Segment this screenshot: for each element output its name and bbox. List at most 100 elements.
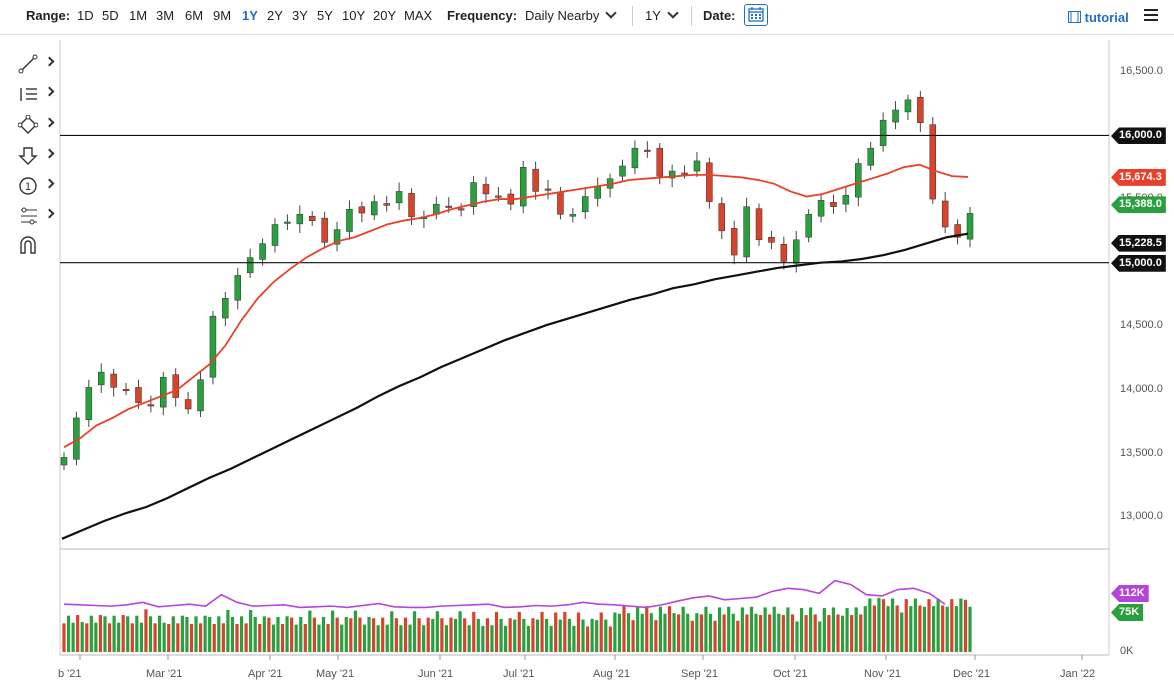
volume-bar (126, 616, 130, 652)
volume-bar (203, 615, 207, 652)
candle (110, 373, 117, 388)
volume-bar (544, 618, 549, 652)
frequency-label: Frequency: (447, 8, 518, 23)
range-6m[interactable]: 6M (185, 8, 204, 23)
time-tick-label: Aug '21 (593, 668, 630, 680)
volume-bar (704, 606, 708, 652)
volume-bar (276, 616, 280, 652)
shapes-tool-button[interactable] (14, 113, 58, 137)
volume-bar (968, 606, 972, 652)
range-1d[interactable]: 1D (77, 8, 94, 23)
volume-bar (822, 608, 826, 652)
candle (569, 214, 577, 217)
volume-bar (554, 612, 558, 652)
time-tick-label: Nov '21 (864, 668, 901, 680)
volume-bar (353, 610, 357, 652)
range-9m[interactable]: 9M (213, 8, 232, 23)
volume-bar (658, 606, 663, 652)
range-5y[interactable]: 5Y (317, 8, 333, 23)
chevron-right-icon (44, 148, 55, 159)
candle (730, 228, 738, 256)
candle (904, 99, 912, 113)
line-tool-icon (18, 54, 38, 74)
candle (308, 215, 316, 221)
volume-bar (777, 613, 781, 652)
candle (544, 188, 552, 191)
volume-bar (508, 618, 512, 652)
range-3m[interactable]: 3M (156, 8, 175, 23)
candle (792, 239, 800, 264)
volume-bar (695, 613, 699, 652)
range-20y[interactable]: 20Y (373, 8, 397, 23)
hamburger-menu-icon[interactable] (1144, 9, 1158, 24)
volume-bar (239, 616, 244, 652)
volume-bar (449, 617, 453, 652)
candle (668, 170, 676, 179)
volume-bar (262, 616, 266, 652)
volume-bar (153, 623, 157, 652)
candle (582, 196, 589, 213)
volume-bar (162, 622, 166, 652)
candle (842, 194, 850, 205)
arrow-down-tool-icon (18, 147, 38, 165)
range-1y[interactable]: 1Y (242, 8, 258, 23)
volume-bar (112, 615, 116, 652)
volume-bar (845, 608, 849, 652)
volume-bar (945, 606, 949, 652)
line-tool-button[interactable] (14, 52, 58, 76)
volume-bar (640, 613, 644, 652)
number-marker-button[interactable]: 1 (14, 174, 58, 198)
volume-bar (331, 610, 335, 652)
volume-bar (303, 623, 307, 652)
volume-bar (590, 618, 594, 652)
volume-bar (499, 618, 503, 652)
candle (954, 224, 961, 238)
volume-bar (576, 612, 581, 652)
volume-bar (572, 625, 576, 652)
candle (470, 182, 477, 207)
volume-bar (390, 611, 394, 652)
range-10y[interactable]: 10Y (342, 8, 366, 23)
volume-bar (895, 605, 899, 652)
candle (271, 224, 279, 246)
candle (60, 457, 68, 466)
volume-bar (563, 611, 567, 652)
candle (147, 404, 155, 407)
range-3y[interactable]: 3Y (292, 8, 308, 23)
volume-bar (931, 606, 936, 652)
volume-bar (786, 607, 790, 652)
chevron-down-icon (667, 7, 679, 19)
volume-bar (453, 618, 458, 652)
candle (966, 213, 974, 240)
volume-bar (626, 613, 631, 652)
period-value: 1Y (645, 8, 661, 23)
magnet-button[interactable] (14, 233, 58, 257)
candle (383, 203, 390, 206)
period-select[interactable]: 1Y (645, 7, 679, 23)
candle (681, 172, 688, 175)
tutorial-link[interactable]: tutorial (1068, 10, 1129, 25)
calendar-button[interactable] (744, 4, 768, 26)
arrow-tool-button[interactable] (14, 144, 58, 168)
volume-bar (745, 614, 749, 652)
magnet-icon (20, 236, 36, 254)
fibonacci-tool-button[interactable] (14, 204, 58, 228)
volume-badge: 75K (1111, 604, 1144, 621)
range-1m[interactable]: 1M (129, 8, 148, 23)
volume-bar (217, 616, 221, 652)
volume-bar (636, 606, 640, 652)
volume-bar (891, 598, 895, 652)
chevron-down-icon (605, 7, 618, 19)
range-2y[interactable]: 2Y (267, 8, 283, 23)
frequency-select[interactable]: Daily Nearby (525, 7, 618, 23)
volume-bar (522, 618, 526, 652)
volume-bar (431, 618, 435, 652)
volume-bar (758, 615, 763, 652)
volume-bar (604, 619, 608, 652)
list-tool-button[interactable] (14, 82, 58, 106)
range-max[interactable]: MAX (404, 8, 433, 23)
range-5d[interactable]: 5D (102, 8, 119, 23)
volume-bar (850, 615, 854, 652)
volume-bar (226, 609, 230, 652)
